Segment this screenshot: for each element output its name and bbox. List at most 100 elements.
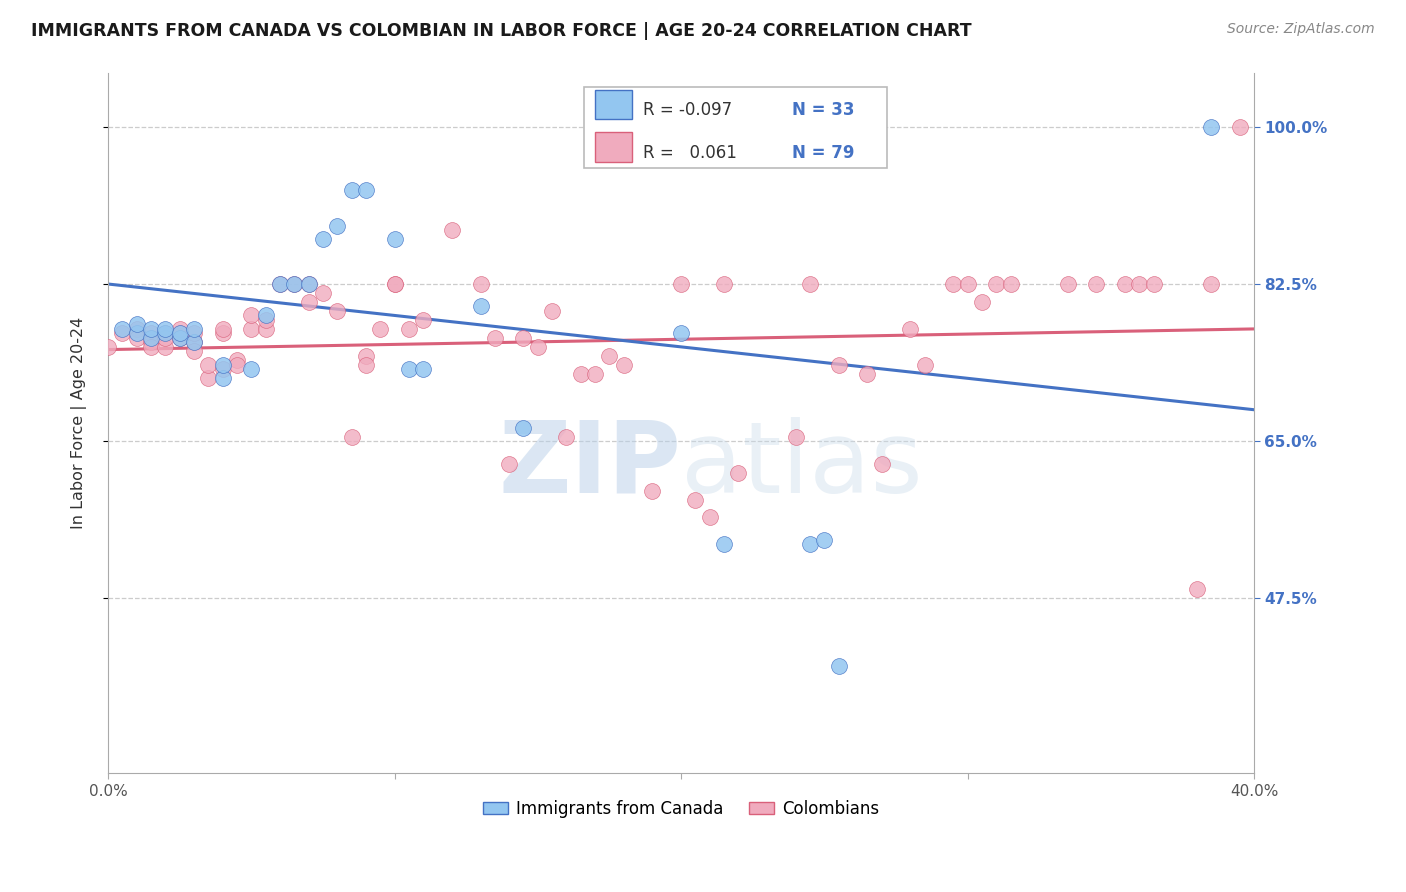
Point (125, 331, 148, 345)
Point (183, 335, 205, 350)
Text: N = 33: N = 33 (792, 101, 855, 120)
Point (384, 277, 406, 291)
Point (211, 322, 233, 336)
Point (155, 322, 177, 336)
Point (368, 322, 391, 336)
Point (169, 331, 191, 345)
Point (340, 183, 363, 197)
Point (298, 277, 321, 291)
Point (669, 326, 692, 341)
Point (155, 340, 177, 354)
Legend: Immigrants from Canada, Colombians: Immigrants from Canada, Colombians (477, 793, 886, 824)
Point (970, 295, 993, 310)
Point (1128, 277, 1150, 291)
Point (183, 335, 205, 350)
Point (785, 430, 807, 444)
Point (1199, 277, 1222, 291)
Point (340, 430, 363, 444)
Point (269, 277, 291, 291)
Text: ZIP: ZIP (498, 417, 681, 514)
Point (956, 277, 979, 291)
Point (111, 322, 134, 336)
Point (183, 344, 205, 359)
Point (384, 232, 406, 246)
Point (240, 309, 263, 323)
Point (827, 358, 849, 372)
Bar (595, 132, 631, 161)
Point (254, 309, 277, 323)
Point (298, 295, 321, 310)
Point (613, 358, 636, 372)
Text: N = 79: N = 79 (792, 144, 855, 162)
Point (1199, 120, 1222, 134)
Point (583, 367, 606, 381)
Point (527, 340, 550, 354)
Point (211, 358, 233, 372)
Point (1085, 277, 1108, 291)
Point (713, 537, 735, 551)
Point (125, 322, 148, 336)
Point (169, 326, 191, 341)
Point (125, 326, 148, 341)
Point (512, 331, 534, 345)
Point (139, 322, 162, 336)
Point (870, 457, 893, 471)
Text: IMMIGRANTS FROM CANADA VS COLOMBIAN IN LABOR FORCE | AGE 20-24 CORRELATION CHART: IMMIGRANTS FROM CANADA VS COLOMBIAN IN L… (31, 22, 972, 40)
Point (1185, 582, 1208, 597)
Point (269, 277, 291, 291)
Point (169, 326, 191, 341)
Point (169, 322, 191, 336)
Point (226, 358, 249, 372)
Point (139, 335, 162, 350)
Point (669, 277, 692, 291)
Point (226, 353, 249, 368)
Point (555, 430, 578, 444)
Text: Source: ZipAtlas.com: Source: ZipAtlas.com (1227, 22, 1375, 37)
Point (799, 277, 821, 291)
Point (1143, 277, 1166, 291)
Point (498, 457, 520, 471)
Point (354, 349, 377, 363)
Point (183, 326, 205, 341)
Point (1000, 277, 1022, 291)
Point (484, 331, 506, 345)
Point (914, 358, 936, 372)
Text: atlas: atlas (681, 417, 922, 514)
Point (326, 304, 349, 318)
Point (598, 349, 620, 363)
Point (685, 492, 707, 507)
Point (898, 322, 921, 336)
Point (139, 326, 162, 341)
Point (412, 362, 434, 376)
Point (169, 331, 191, 345)
Point (813, 533, 835, 547)
Point (641, 483, 664, 498)
Point (856, 367, 879, 381)
Point (240, 322, 263, 336)
Point (512, 420, 534, 434)
Point (240, 362, 263, 376)
FancyBboxPatch shape (583, 87, 887, 168)
Point (254, 313, 277, 327)
Point (298, 277, 321, 291)
Point (470, 277, 492, 291)
Point (1056, 277, 1078, 291)
Point (326, 219, 349, 233)
Point (254, 322, 277, 336)
Point (211, 362, 233, 376)
Point (398, 322, 420, 336)
Bar (595, 89, 631, 119)
Point (197, 358, 219, 372)
Point (155, 326, 177, 341)
Point (155, 331, 177, 345)
Point (440, 223, 463, 237)
Point (1229, 120, 1251, 134)
Point (283, 277, 305, 291)
Point (139, 331, 162, 345)
Point (541, 304, 564, 318)
Point (155, 326, 177, 341)
Point (354, 358, 377, 372)
Text: R =   0.061: R = 0.061 (644, 144, 737, 162)
Point (283, 277, 305, 291)
Point (354, 183, 377, 197)
